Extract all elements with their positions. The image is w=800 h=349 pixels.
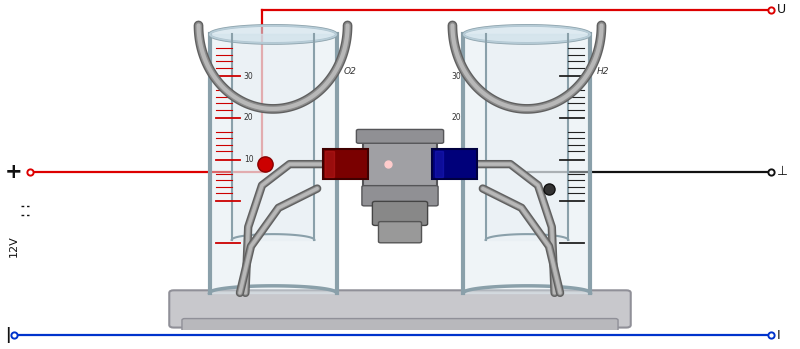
FancyBboxPatch shape: [432, 149, 478, 179]
FancyBboxPatch shape: [182, 319, 618, 332]
Polygon shape: [463, 35, 590, 293]
Polygon shape: [232, 35, 314, 240]
Text: O2: O2: [343, 67, 356, 76]
Polygon shape: [210, 35, 337, 293]
Polygon shape: [326, 151, 334, 177]
Text: I: I: [777, 328, 781, 342]
FancyBboxPatch shape: [372, 201, 428, 225]
Text: 30: 30: [451, 72, 461, 81]
Polygon shape: [210, 25, 337, 43]
Text: 12V: 12V: [9, 235, 18, 257]
Polygon shape: [486, 35, 568, 240]
FancyBboxPatch shape: [363, 138, 437, 189]
FancyBboxPatch shape: [322, 149, 368, 179]
FancyBboxPatch shape: [356, 129, 444, 143]
Text: +: +: [5, 162, 22, 182]
Text: 20: 20: [451, 113, 461, 122]
Text: U: U: [777, 3, 786, 16]
Polygon shape: [434, 151, 443, 177]
Text: 10: 10: [244, 155, 254, 164]
FancyBboxPatch shape: [170, 290, 630, 328]
Text: 10: 10: [451, 155, 461, 164]
FancyBboxPatch shape: [378, 222, 422, 243]
Text: 20: 20: [244, 113, 254, 122]
Text: H2: H2: [597, 67, 610, 76]
Text: 30: 30: [244, 72, 254, 81]
Text: |: |: [5, 327, 10, 343]
Polygon shape: [463, 25, 590, 43]
Text: ⊥: ⊥: [777, 165, 788, 178]
FancyBboxPatch shape: [362, 186, 438, 206]
